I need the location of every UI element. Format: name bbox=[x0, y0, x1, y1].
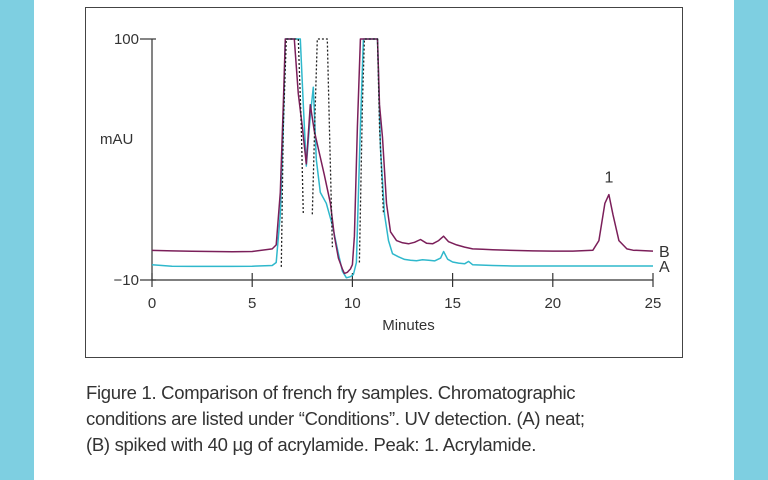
x-tick-label: 25 bbox=[645, 295, 662, 312]
series-line-a bbox=[151, 38, 653, 279]
series-end-label-b: B bbox=[659, 244, 670, 261]
series-line-overlay bbox=[311, 38, 334, 248]
x-axis-title: Minutes bbox=[382, 317, 435, 334]
chromatogram-chart: 100 −10 0 5 10 15 20 25 Minutes mAU AB 1 bbox=[100, 31, 670, 334]
caption-line-3: (B) spiked with 40 µg of acrylamide. Pea… bbox=[86, 434, 537, 455]
chart-axes: 100 −10 0 5 10 15 20 25 Minutes mAU bbox=[100, 31, 661, 334]
series-line-b bbox=[151, 38, 654, 275]
figure-caption: Figure 1. Comparison of french fry sampl… bbox=[86, 380, 686, 458]
caption-line-1: Figure 1. Comparison of french fry sampl… bbox=[86, 382, 576, 403]
chart-labels: AB 1 bbox=[604, 170, 670, 276]
left-decorative-band bbox=[0, 0, 34, 480]
series-end-label-a: A bbox=[659, 259, 670, 276]
x-tick-label: 20 bbox=[544, 295, 561, 312]
right-decorative-band bbox=[734, 0, 768, 480]
y-tick-label: 100 bbox=[114, 31, 139, 48]
x-tick-label: 5 bbox=[248, 295, 256, 312]
chart-series bbox=[151, 38, 654, 279]
x-tick-label: 15 bbox=[444, 295, 461, 312]
series-line-overlay bbox=[358, 38, 385, 263]
series-line-overlay bbox=[280, 38, 304, 267]
caption-line-2: conditions are listed under “Conditions”… bbox=[86, 408, 585, 429]
y-axis-title: mAU bbox=[100, 131, 133, 148]
x-tick-label: 10 bbox=[344, 295, 361, 312]
peak-label-1: 1 bbox=[604, 170, 613, 187]
x-tick-label: 0 bbox=[148, 295, 156, 312]
y-tick-label: −10 bbox=[114, 272, 139, 289]
